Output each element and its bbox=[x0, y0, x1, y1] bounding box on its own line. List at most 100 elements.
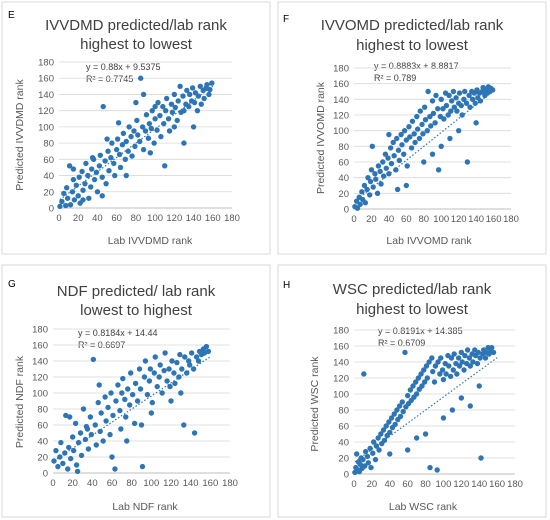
panel-e-ytick-label: 100 bbox=[38, 122, 54, 133]
panel-h-data-point bbox=[370, 450, 376, 456]
panel-h-data-point bbox=[397, 413, 404, 420]
panel-f-data-point bbox=[453, 95, 459, 101]
panel-g-data-point bbox=[174, 359, 180, 366]
panel-f-ytick-label: 20 bbox=[338, 189, 349, 200]
panel-h-data-point bbox=[404, 392, 411, 399]
panel-h-data-point bbox=[367, 445, 373, 452]
panel-e-xtick-label: 180 bbox=[224, 213, 240, 224]
panel-e-data-point bbox=[157, 112, 163, 119]
panel-h-data-point bbox=[387, 429, 393, 436]
panel-h-data-point bbox=[440, 415, 447, 421]
panel-g-data-point bbox=[131, 420, 138, 427]
panel-e-data-point bbox=[75, 193, 81, 199]
panel-h-data-point bbox=[439, 367, 446, 373]
panel-h-data-point bbox=[470, 359, 476, 365]
panel-e-data-point bbox=[123, 172, 129, 179]
panel-f-data-point bbox=[357, 201, 363, 207]
panel-f-data-point bbox=[380, 173, 387, 179]
panel-f-data-point bbox=[473, 120, 479, 126]
panel-f-data-point bbox=[469, 96, 476, 103]
panel-e-data-point bbox=[102, 158, 108, 164]
panel-f-data-point bbox=[406, 124, 412, 130]
panel-h-data-point bbox=[421, 379, 428, 385]
panel-h-ylabel: Predicted WSC rank bbox=[309, 356, 321, 452]
panel-h-data-point bbox=[422, 431, 429, 437]
panel-g-data-point bbox=[73, 462, 80, 468]
panel-e-frame bbox=[1, 1, 271, 255]
panel-h-data-point bbox=[440, 376, 447, 383]
panel-h-data-point bbox=[364, 453, 371, 460]
panel-f-data-point bbox=[422, 117, 429, 123]
panel-e-data-point bbox=[142, 128, 149, 134]
panel-f-data-point bbox=[361, 182, 368, 189]
panel-h-xtick-label: 20 bbox=[367, 479, 378, 490]
panel-g-data-point bbox=[117, 407, 123, 414]
panel-f-data-point bbox=[435, 106, 441, 112]
panel-h-data-point bbox=[400, 408, 406, 415]
panel-f-data-point bbox=[365, 174, 371, 181]
panel-g-data-point bbox=[100, 438, 106, 444]
panel-f-data-point bbox=[411, 131, 417, 137]
panel-g-data-point bbox=[144, 391, 151, 398]
panel-h-data-point bbox=[456, 363, 463, 369]
panel-f-data-point bbox=[398, 131, 404, 138]
panel-h-ytick-label: 100 bbox=[333, 390, 349, 401]
panel-g-data-point bbox=[190, 366, 197, 372]
panel-f-data-point bbox=[454, 108, 460, 114]
panel-f-data-point bbox=[464, 159, 471, 165]
panel-h-xtick-label: 120 bbox=[453, 479, 469, 490]
panel-g-data-point bbox=[90, 356, 97, 363]
panel-e-ytick-label: 20 bbox=[43, 187, 54, 198]
panel-g-data-point bbox=[179, 366, 185, 372]
panel-g-data-point bbox=[53, 447, 59, 454]
panel-f-data-point bbox=[401, 151, 407, 157]
panel-f-data-point bbox=[416, 135, 423, 142]
panel-g: G NDF predicted/ lab rank lowest to high… bbox=[1, 264, 271, 518]
panel-f-data-point bbox=[458, 102, 464, 109]
panel-f-data-point bbox=[409, 118, 416, 124]
panel-g-data-point bbox=[178, 390, 184, 396]
panel-h-data-point bbox=[424, 375, 431, 381]
panel-h-data-point bbox=[418, 371, 424, 377]
panel-g-xtick-label: 40 bbox=[87, 478, 98, 489]
panel-h-xlabel: Lab WSC rank bbox=[389, 501, 458, 513]
panel-f-data-point bbox=[419, 121, 425, 128]
panel-e-data-point bbox=[73, 182, 80, 188]
panel-g-data-point bbox=[80, 406, 87, 412]
panel-e-equation: y = 0.88x + 9.5375 bbox=[86, 62, 161, 72]
panel-g-data-point bbox=[129, 391, 136, 398]
panel-g-data-point bbox=[168, 398, 174, 404]
panel-f-data-point bbox=[364, 186, 370, 193]
panel-f-data-point bbox=[404, 163, 410, 169]
panel-f-data-point bbox=[446, 92, 452, 99]
panel-e-data-point bbox=[181, 107, 187, 114]
panel-f-data-point bbox=[394, 135, 400, 142]
panel-g-data-point bbox=[109, 454, 115, 460]
panel-f-data-point bbox=[455, 127, 462, 134]
panel-e-ytick-label: 0 bbox=[49, 204, 54, 215]
panel-h-data-point bbox=[448, 355, 455, 361]
panel-e-data-point bbox=[122, 156, 129, 163]
panel-g-data-point bbox=[154, 383, 160, 390]
panel-g-xtick-label: 100 bbox=[143, 478, 159, 489]
panel-g-data-point bbox=[136, 366, 143, 372]
panel-e-data-point bbox=[63, 202, 69, 209]
panel-f-xtick-label: 40 bbox=[384, 214, 395, 225]
panel-g-data-point bbox=[193, 354, 200, 360]
panel-h-ytick-label: 180 bbox=[333, 326, 349, 337]
panel-g-data-point bbox=[108, 390, 114, 396]
panel-f-data-point bbox=[462, 88, 468, 95]
panel-h-data-point bbox=[458, 395, 465, 401]
panel-f-data-point bbox=[432, 120, 438, 126]
panel-e-r2: R² = 0.7745 bbox=[86, 74, 133, 84]
panel-g-data-point bbox=[171, 370, 177, 376]
panel-h-data-point bbox=[476, 383, 482, 389]
panel-g-data-point bbox=[85, 446, 92, 452]
panel-g-ytick-label: 140 bbox=[32, 357, 48, 368]
panel-e-data-point bbox=[137, 75, 144, 81]
panel-g-data-point bbox=[105, 404, 111, 411]
panel-f-data-point bbox=[408, 145, 415, 151]
panel-e-trendline bbox=[59, 85, 214, 201]
panel-g-data-point bbox=[139, 463, 146, 470]
panel-h-data-point bbox=[454, 371, 460, 377]
